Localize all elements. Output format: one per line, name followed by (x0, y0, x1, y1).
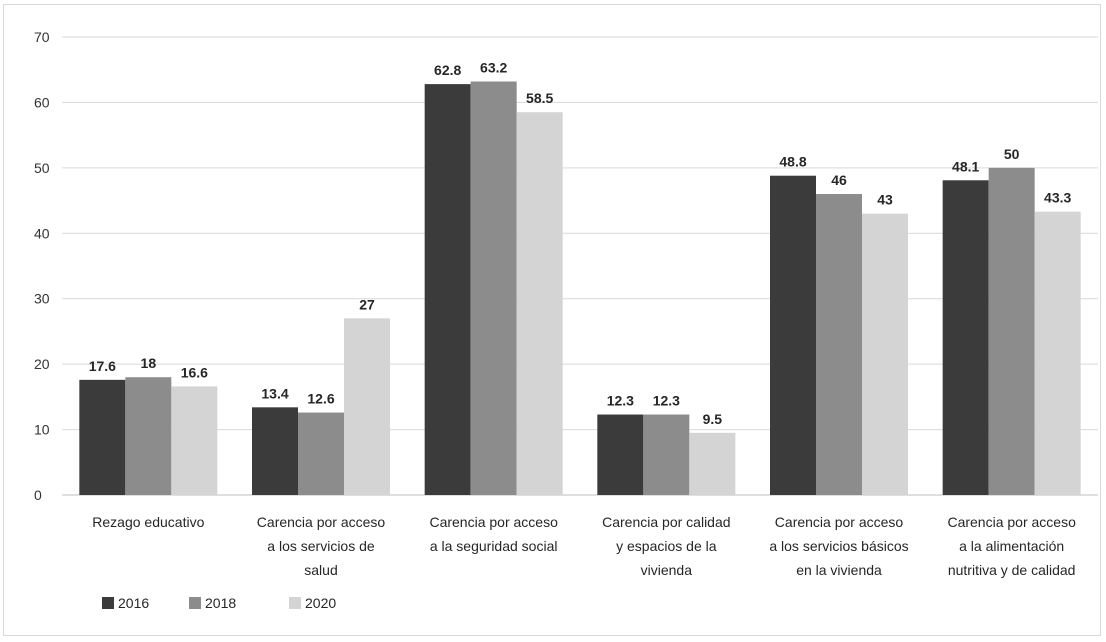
data-label: 9.5 (703, 411, 723, 427)
legend-swatch-2016 (102, 597, 114, 609)
data-label: 48.8 (779, 154, 806, 170)
gridlines (62, 36, 1098, 496)
y-tick-label: 40 (34, 225, 50, 241)
data-label: 58.5 (526, 90, 553, 106)
data-label: 17.6 (89, 358, 116, 374)
category-label: Carencia por acceso (257, 514, 386, 530)
bar-2020 (862, 213, 908, 495)
category-label: salud (304, 562, 337, 578)
category-label: a los servicios de (267, 538, 375, 554)
category-label: a los servicios básicos (769, 538, 908, 554)
bar-2018 (470, 81, 517, 496)
data-label: 13.4 (261, 385, 288, 401)
bar-2016 (770, 175, 816, 496)
legend: 2016 2018 2020 (102, 595, 336, 611)
category-label: y espacios de la (616, 538, 717, 554)
bar-2020 (689, 432, 736, 495)
y-tick-label: 20 (34, 356, 50, 372)
bar-2018 (643, 414, 690, 495)
data-label: 12.3 (607, 393, 634, 409)
legend-label: 2020 (305, 595, 336, 611)
data-label: 46 (831, 172, 847, 188)
bar-2020 (516, 112, 563, 495)
category-label: a la alimentación (959, 538, 1064, 554)
bar-2018 (125, 377, 172, 495)
bar-2020 (344, 318, 390, 495)
category-label: a la seguridad social (430, 538, 558, 554)
category-label: Carencia por calidad (602, 514, 730, 530)
category-labels: Rezago educativo Carencia por acceso a los… (92, 514, 1076, 578)
data-labels: 17.6 13.4 62.8 12.3 48.8 48.1 18 12.6 63.2 12.3 46… (89, 59, 1072, 426)
legend-label: 2018 (205, 595, 236, 611)
legend-swatch-2018 (189, 597, 201, 609)
category-label: vivienda (641, 562, 693, 578)
category-label: Carencia por acceso (775, 514, 904, 530)
data-label: 50 (1004, 146, 1020, 162)
category-label: nutritiva y de calidad (948, 562, 1076, 578)
category-label: en la vivienda (796, 562, 882, 578)
legend-label: 2016 (118, 595, 149, 611)
data-label: 18 (141, 355, 157, 371)
bar-2016 (597, 414, 644, 495)
bar-2018 (298, 412, 344, 495)
y-tick-label: 50 (34, 160, 50, 176)
bar-2018 (816, 194, 862, 495)
y-tick-label: 10 (34, 422, 50, 438)
bar-2016 (942, 180, 989, 495)
bar-chart: 0 10 20 30 40 50 60 70 17.6 13.4 62.8 12.3 48.8 48.1… (34, 29, 1098, 611)
category-label: Rezago educativo (92, 514, 204, 530)
data-label: 12.6 (307, 391, 334, 407)
y-axis-ticks: 0 10 20 30 40 50 60 70 (34, 29, 50, 503)
y-tick-label: 30 (34, 291, 50, 307)
chart-frame: 0 10 20 30 40 50 60 70 17.6 13.4 62.8 12.3 48.8 48.1… (3, 4, 1101, 636)
data-label: 43 (877, 192, 893, 208)
category-label: Carencia por acceso (429, 514, 558, 530)
legend-swatch-2020 (289, 597, 301, 609)
bar-2016 (79, 379, 126, 495)
data-label: 62.8 (434, 62, 461, 78)
bar-2016 (424, 84, 471, 495)
y-tick-label: 0 (34, 487, 42, 503)
data-label: 12.3 (653, 393, 680, 409)
bar-2018 (988, 167, 1035, 495)
bar-2020 (1034, 211, 1081, 496)
category-label: Carencia por acceso (947, 514, 1076, 530)
data-label: 63.2 (480, 59, 507, 75)
y-tick-label: 70 (34, 29, 50, 45)
bars (79, 81, 1081, 496)
data-label: 43.3 (1044, 190, 1071, 206)
bar-2016 (252, 407, 298, 495)
data-label: 27 (359, 296, 375, 312)
bar-2020 (171, 386, 218, 495)
data-label: 16.6 (181, 364, 208, 380)
y-tick-label: 60 (34, 94, 50, 110)
data-label: 48.1 (952, 158, 979, 174)
